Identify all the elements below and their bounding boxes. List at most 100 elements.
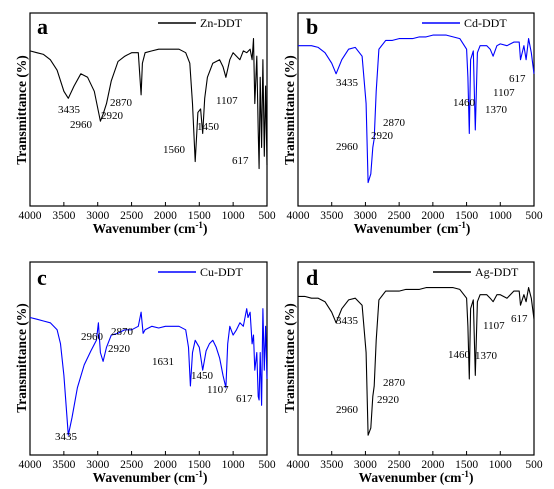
x-tick-label: 2000 xyxy=(421,459,444,471)
peak-label-1107: 1107 xyxy=(216,95,238,107)
peak-label-2920: 2920 xyxy=(108,343,131,355)
peak-label-617: 617 xyxy=(511,313,528,325)
peak-label-1370: 1370 xyxy=(475,350,498,362)
peak-label-617: 617 xyxy=(509,73,526,85)
x-tick-label: 1000 xyxy=(489,210,512,222)
x-tick-label: 2000 xyxy=(154,210,177,222)
x-axis-title: Wavenumber (cm-1) xyxy=(93,469,208,485)
x-axis-title-end: ) xyxy=(469,470,474,485)
x-tick-label: 1000 xyxy=(489,459,512,471)
x-tick-label: 500 xyxy=(258,210,276,222)
x-axis-title-main: Wavenumber (cm xyxy=(359,470,463,485)
peak-label-2870: 2870 xyxy=(383,117,406,129)
peak-label-1560: 1560 xyxy=(163,144,186,156)
peak-label-3435: 3435 xyxy=(336,315,359,327)
spectrum-line-cu-ddt xyxy=(29,308,268,436)
panel-letter: b xyxy=(306,14,318,39)
panel-d: d Ag-DDT 4000 3500 3000 2500 2000 1500 1000 500… xyxy=(282,261,543,485)
peak-label-3435: 3435 xyxy=(336,77,359,89)
peak-label-1370: 1370 xyxy=(485,104,508,116)
x-axis-title-mid: (cm xyxy=(437,221,459,236)
x-tick-label: 3500 xyxy=(320,210,343,222)
peak-label-3435: 3435 xyxy=(58,104,81,116)
x-tick-label: 4000 xyxy=(287,210,310,222)
panel-c: c Cu-DDT 4000 3500 3000 2500 2000 1500 1000 500… xyxy=(14,261,276,485)
peak-label-2920: 2920 xyxy=(101,110,124,122)
x-tick-label: 3000 xyxy=(354,210,377,222)
x-tick-label: 2000 xyxy=(154,459,177,471)
x-tick-label: 1000 xyxy=(222,459,245,471)
legend-label: Cd-DDT xyxy=(464,16,507,30)
x-axis-title-main: Wavenumber xyxy=(354,221,432,236)
panel-letter: d xyxy=(306,265,318,290)
x-tick-label: 500 xyxy=(258,459,276,471)
peak-label-617: 617 xyxy=(232,155,249,167)
x-tick-label: 2000 xyxy=(421,210,444,222)
peak-label-2870: 2870 xyxy=(111,326,134,338)
x-tick-label: 3000 xyxy=(354,459,377,471)
peak-label-2960: 2960 xyxy=(70,119,93,131)
x-axis-title-sup: -1 xyxy=(195,220,203,230)
legend-label: Zn-DDT xyxy=(200,16,243,30)
x-tick-label: 1500 xyxy=(455,210,478,222)
x-tick-label: 4000 xyxy=(19,210,42,222)
peak-label-2870: 2870 xyxy=(110,97,133,109)
x-axis-title-end: ) xyxy=(203,221,208,236)
plot-frame xyxy=(29,261,268,456)
peak-label-2960: 2960 xyxy=(336,404,359,416)
x-tick-label: 3000 xyxy=(86,210,109,222)
x-axis-title-sup: -1 xyxy=(195,469,203,479)
x-axis-title: Wavenumber (cm-1) xyxy=(93,220,208,236)
y-axis-title: Transmittance (%) xyxy=(282,55,297,165)
peak-label-1107: 1107 xyxy=(207,384,229,396)
x-tick-label: 3000 xyxy=(86,459,109,471)
x-axis-title-sup: -1 xyxy=(458,220,466,230)
legend-label: Ag-DDT xyxy=(475,265,519,279)
panel-b: b Cd-DDT 4000 3500 3000 2500 2000 1500 1000 500… xyxy=(282,12,543,236)
peak-label-2960: 2960 xyxy=(81,331,104,343)
x-axis-title-sup: -1 xyxy=(461,469,469,479)
x-tick-label: 2500 xyxy=(388,210,411,222)
x-tick-label: 1500 xyxy=(188,459,211,471)
legend-label: Cu-DDT xyxy=(200,265,243,279)
peak-label-1450: 1450 xyxy=(197,121,220,133)
x-tick-label: 1500 xyxy=(455,459,478,471)
spectrum-line-ag-ddt xyxy=(298,287,535,436)
spectrum-line-cd-ddt xyxy=(298,34,535,184)
x-tick-label: 3500 xyxy=(52,459,75,471)
x-axis-title: Wavenumber (cm-1) xyxy=(354,220,471,236)
x-axis-title-end: ) xyxy=(466,221,471,236)
peak-label-1460: 1460 xyxy=(448,349,471,361)
x-tick-label: 4000 xyxy=(19,459,42,471)
plot-frame xyxy=(29,12,268,207)
plot-frame xyxy=(297,261,535,456)
panel-a: a Zn-DDT 4000 3500 3000 2500 2000 1500 1000 500… xyxy=(14,12,276,236)
x-axis-title-end: ) xyxy=(203,470,208,485)
peak-label-3435: 3435 xyxy=(55,431,78,443)
x-tick-label: 2500 xyxy=(120,459,143,471)
x-tick-label: 2500 xyxy=(388,459,411,471)
y-axis-title: Transmittance (%) xyxy=(14,303,29,413)
x-axis-title-main: Wavenumber (cm xyxy=(93,470,197,485)
peak-label-1631: 1631 xyxy=(152,356,174,368)
x-tick-label: 2500 xyxy=(120,210,143,222)
x-tick-label: 4000 xyxy=(287,459,310,471)
x-axis-title-main: Wavenumber (cm xyxy=(93,221,197,236)
x-tick-label: 1000 xyxy=(222,210,245,222)
peak-label-2960: 2960 xyxy=(336,141,359,153)
peak-label-1450: 1450 xyxy=(191,370,214,382)
peak-label-1107: 1107 xyxy=(483,320,505,332)
peak-label-2920: 2920 xyxy=(371,130,394,142)
y-axis-title: Transmittance (%) xyxy=(14,55,29,165)
peak-label-617: 617 xyxy=(236,393,253,405)
x-axis-title: Wavenumber (cm-1) xyxy=(359,469,474,485)
x-tick-label: 500 xyxy=(525,459,543,471)
peak-label-1460: 1460 xyxy=(453,97,476,109)
x-tick-label: 3500 xyxy=(320,459,343,471)
panel-letter: a xyxy=(37,14,48,39)
peak-label-2920: 2920 xyxy=(377,394,400,406)
spectrum-line-zn-ddt xyxy=(29,38,268,170)
peak-label-2870: 2870 xyxy=(383,377,406,389)
x-tick-label: 1500 xyxy=(188,210,211,222)
x-tick-label: 3500 xyxy=(52,210,75,222)
